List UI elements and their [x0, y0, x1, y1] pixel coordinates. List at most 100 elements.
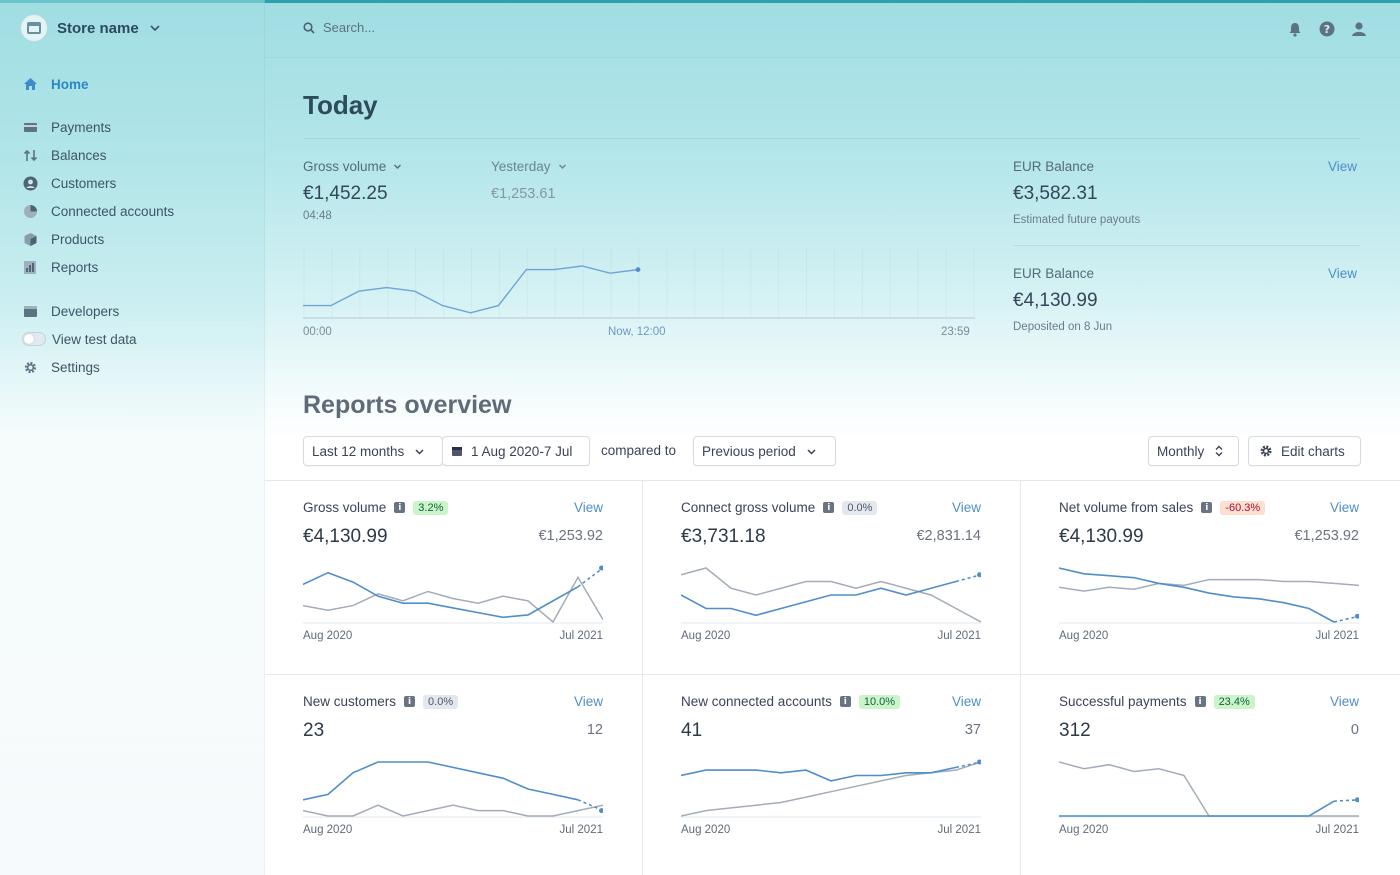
- current-period-line: [303, 761, 579, 801]
- sidebar-item-label: Balances: [51, 147, 107, 163]
- balance-note: Estimated future payouts: [1013, 214, 1141, 226]
- current-period-endpoint: [977, 572, 981, 578]
- interval-select[interactable]: Monthly: [1148, 436, 1239, 466]
- customers-icon: [22, 175, 38, 191]
- current-period-endpoint: [1355, 797, 1359, 803]
- current-period-projection: [577, 567, 603, 588]
- report-card-x-end: Jul 2021: [1315, 824, 1359, 836]
- info-icon[interactable]: i: [839, 696, 851, 707]
- report-card-view-link[interactable]: View: [951, 500, 981, 515]
- top-accent-bar: [0, 0, 1400, 3]
- report-card-value: €3,731.18: [681, 526, 766, 547]
- report-card-title-text: Successful payments: [1059, 694, 1187, 709]
- sidebar-item-reports[interactable]: Reports: [22, 257, 98, 277]
- compare-period-select[interactable]: Previous period: [693, 436, 836, 466]
- change-badge: -60.3%: [1220, 500, 1266, 515]
- report-card-view-link[interactable]: View: [1329, 694, 1359, 709]
- report-card-title: Successful payments i 23.4%: [1059, 694, 1255, 709]
- report-card-view-link[interactable]: View: [951, 694, 981, 709]
- change-badge: 23.4%: [1213, 694, 1255, 709]
- sidebar-item-customers[interactable]: Customers: [22, 173, 116, 193]
- compared-to-label: compared to: [601, 443, 677, 458]
- info-icon[interactable]: i: [1194, 696, 1206, 707]
- report-card-x-end: Jul 2021: [937, 824, 981, 836]
- chevron-up-down-icon: [1215, 445, 1223, 457]
- report-card-title-text: Net volume from sales: [1059, 500, 1194, 515]
- sidebar-item-settings[interactable]: Settings: [22, 357, 100, 377]
- svg-text:?: ?: [1324, 23, 1330, 36]
- date-range-select[interactable]: Last 12 months: [303, 436, 443, 466]
- current-period-line: [681, 766, 957, 782]
- connected-accounts-icon: [22, 203, 38, 219]
- today-axis-now: Now, 12:00: [608, 326, 666, 338]
- sidebar-item-connected-accounts[interactable]: Connected accounts: [22, 201, 174, 221]
- report-card-title-text: New customers: [303, 694, 397, 709]
- report-card-value: 41: [681, 720, 703, 741]
- current-period-line: [681, 580, 957, 617]
- report-card-view-link[interactable]: View: [1329, 500, 1359, 515]
- change-badge: 0.0%: [423, 694, 459, 709]
- report-card-title-text: Connect gross volume: [681, 500, 816, 515]
- search-icon: [303, 21, 315, 34]
- help-icon[interactable]: ?: [1318, 20, 1336, 38]
- sidebar-item-balances[interactable]: Balances: [22, 145, 107, 165]
- sidebar-item-label: View test data: [52, 331, 137, 347]
- today-now-point: [635, 267, 641, 272]
- current-period-line: [303, 571, 579, 619]
- report-card-x-start: Aug 2020: [1059, 630, 1109, 642]
- report-card-chart: [303, 761, 603, 818]
- sidebar-item-view-test-data[interactable]: View test data: [22, 329, 137, 349]
- gross-volume-selector[interactable]: Gross volume: [303, 159, 402, 174]
- user-icon[interactable]: [1350, 20, 1368, 38]
- info-icon[interactable]: i: [823, 502, 835, 513]
- report-card-compare-value: 0: [1350, 722, 1359, 738]
- report-card-x-end: Jul 2021: [559, 630, 603, 642]
- balance-note: Deposited on 8 Jun: [1013, 321, 1113, 333]
- sidebar-item-products[interactable]: Products: [22, 229, 104, 249]
- grid-divider: [642, 480, 643, 875]
- edit-charts-button[interactable]: Edit charts: [1248, 436, 1361, 466]
- edit-charts-label: Edit charts: [1281, 443, 1345, 459]
- test-data-toggle[interactable]: [22, 332, 46, 346]
- previous-period-line: [303, 575, 603, 624]
- report-card-title-text: Gross volume: [303, 500, 387, 515]
- report-card-view-link[interactable]: View: [573, 694, 603, 709]
- previous-period-line: [1059, 761, 1359, 817]
- balance-view-link[interactable]: View: [1328, 266, 1358, 281]
- previous-period-line: [681, 567, 981, 623]
- search-bar[interactable]: Search...: [303, 20, 375, 35]
- report-card: Net volume from sales i -60.3% View €4,130.9…: [1059, 500, 1359, 670]
- sidebar-item-developers[interactable]: Developers: [22, 301, 119, 321]
- store-switcher[interactable]: Store name: [20, 14, 161, 42]
- report-card: New connected accounts i 10.0% View 41 37 Aug …: [681, 694, 981, 864]
- grid-divider: [265, 480, 1400, 481]
- report-card-value: €4,130.99: [1059, 526, 1144, 547]
- today-gross-volume-chart: [303, 248, 975, 319]
- gross-volume-time: 04:48: [303, 210, 332, 222]
- store-name: Store name: [57, 19, 139, 37]
- search-input[interactable]: Search...: [323, 20, 376, 35]
- report-card-view-link[interactable]: View: [573, 500, 603, 515]
- info-icon[interactable]: i: [394, 502, 406, 513]
- change-badge: 3.2%: [413, 500, 449, 515]
- info-icon[interactable]: i: [1201, 502, 1213, 513]
- yesterday-selector[interactable]: Yesterday: [491, 159, 567, 174]
- sidebar-item-label: Home: [51, 76, 89, 92]
- grid-divider: [1020, 480, 1021, 875]
- balance-view-link[interactable]: View: [1328, 159, 1358, 174]
- report-card-compare-value: 37: [964, 722, 981, 738]
- compare-period-label: Previous period: [702, 443, 796, 459]
- balance-divider: [1013, 245, 1360, 246]
- bell-icon[interactable]: [1286, 20, 1304, 38]
- date-range-label: Last 12 months: [312, 443, 405, 459]
- report-card-x-end: Jul 2021: [559, 824, 603, 836]
- info-icon[interactable]: i: [404, 696, 416, 707]
- chevron-down-icon: [394, 164, 402, 169]
- date-picker[interactable]: 1 Aug 2020-7 Jul: [442, 436, 590, 466]
- balance-label: EUR Balance: [1013, 266, 1095, 281]
- sidebar-item-payments[interactable]: Payments: [22, 117, 111, 137]
- sidebar-item-home[interactable]: Home: [22, 74, 89, 94]
- report-card: Gross volume i 3.2% View €4,130.99 €1,253.92 A…: [303, 500, 603, 670]
- current-period-endpoint: [599, 565, 603, 571]
- report-card-value: 23: [303, 720, 325, 741]
